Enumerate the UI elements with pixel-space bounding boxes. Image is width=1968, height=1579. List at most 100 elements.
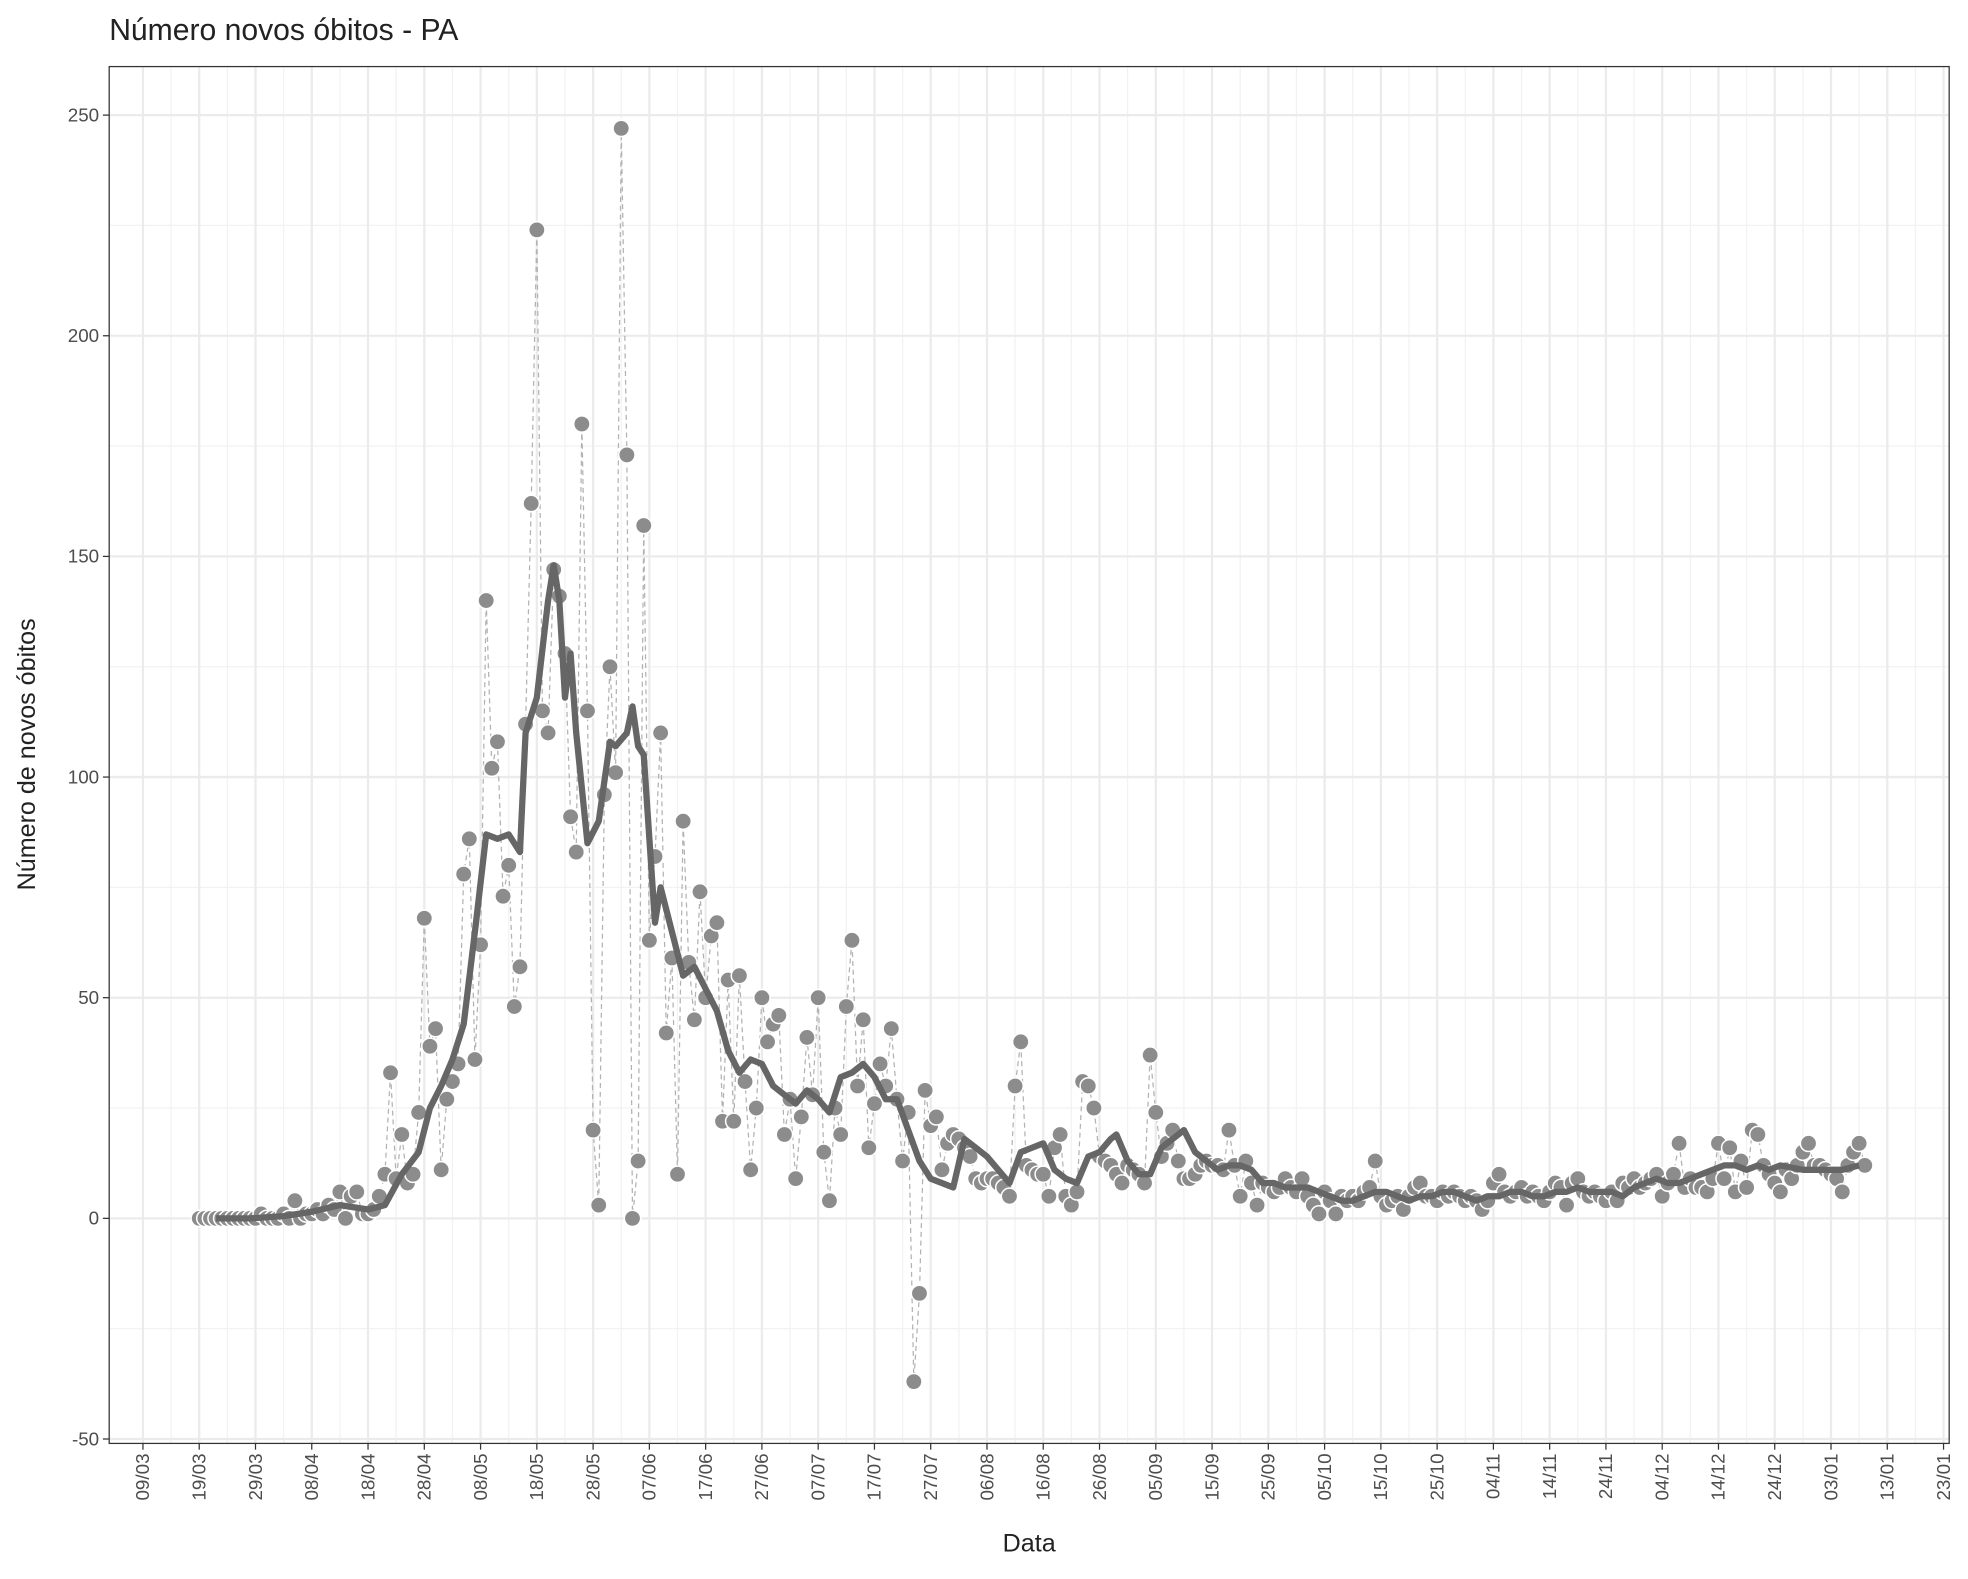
point: [910, 1284, 929, 1303]
point: [1113, 1174, 1131, 1192]
point: [651, 724, 670, 742]
point: [1326, 1205, 1345, 1223]
y-tick-label: -50: [72, 1428, 99, 1449]
point: [865, 1094, 884, 1113]
x-tick-label: 28/05: [582, 1453, 603, 1500]
point: [617, 446, 636, 464]
x-tick-label: 17/06: [695, 1453, 716, 1500]
y-tick-label: 250: [68, 104, 99, 125]
x-tick-label: 14/11: [1539, 1453, 1560, 1499]
point: [798, 1028, 816, 1047]
point: [1737, 1178, 1756, 1197]
point: [606, 763, 625, 782]
point: [460, 829, 479, 848]
point: [494, 887, 512, 906]
point: [381, 1063, 400, 1082]
point: [499, 856, 518, 875]
point: [1366, 1152, 1385, 1170]
x-tick-label: 07/06: [639, 1453, 660, 1500]
point: [820, 1191, 839, 1210]
chart-title: Número novos óbitos - PA: [109, 14, 459, 47]
x-tick-label: 13/01: [1877, 1453, 1898, 1500]
point: [904, 1372, 923, 1391]
point: [1310, 1205, 1328, 1223]
point: [792, 1107, 811, 1126]
point: [1248, 1196, 1266, 1215]
x-tick-label: 17/07: [864, 1453, 885, 1500]
x-tick-label: 28/04: [414, 1453, 435, 1500]
point: [336, 1209, 355, 1228]
point: [1079, 1077, 1098, 1095]
point: [511, 957, 529, 976]
x-tick-label: 06/08: [976, 1453, 997, 1500]
point: [1231, 1187, 1250, 1206]
point: [629, 1152, 648, 1170]
x-tick-label: 25/09: [1258, 1453, 1279, 1500]
x-tick-label: 04/11: [1483, 1453, 1504, 1499]
point: [466, 1050, 484, 1069]
x-tick-label: 07/07: [807, 1453, 828, 1500]
x-tick-label: 08/05: [470, 1453, 491, 1500]
x-tick-label: 23/01: [1933, 1453, 1954, 1500]
axes: -50 0 50 100 150 200 250 09/03 19/03 29/03 08/04 18…: [68, 104, 1954, 1500]
point: [837, 997, 856, 1016]
point: [1850, 1134, 1869, 1153]
point: [432, 1160, 451, 1179]
point: [882, 1019, 901, 1038]
marks: [190, 119, 1874, 1391]
point: [854, 1010, 873, 1029]
x-tick-label: 05/10: [1314, 1453, 1335, 1500]
x-tick-label: 05/09: [1145, 1453, 1166, 1500]
point: [691, 882, 709, 901]
point: [482, 759, 501, 778]
x-tick-label: 14/12: [1708, 1453, 1729, 1500]
x-tick-label: 04/12: [1651, 1453, 1672, 1500]
grid: [109, 66, 1950, 1444]
point: [567, 843, 586, 861]
point: [809, 988, 828, 1007]
point: [1720, 1138, 1739, 1157]
point: [1220, 1121, 1238, 1140]
point: [668, 1165, 687, 1184]
x-tick-label: 16/08: [1033, 1453, 1054, 1500]
point: [758, 1032, 777, 1051]
point: [601, 657, 619, 676]
x-tick-label: 27/07: [920, 1453, 941, 1500]
point: [747, 1099, 766, 1117]
y-tick-label: 100: [68, 766, 99, 787]
point: [477, 591, 496, 610]
point: [814, 1143, 833, 1162]
y-tick-label: 0: [89, 1208, 99, 1229]
point: [893, 1152, 912, 1170]
point: [539, 724, 557, 742]
x-tick-label: 18/05: [526, 1453, 547, 1500]
point: [1039, 1187, 1058, 1206]
point: [522, 494, 541, 513]
y-tick-label: 200: [68, 325, 99, 346]
point: [426, 1019, 445, 1038]
point: [623, 1209, 642, 1228]
x-tick-label: 08/04: [301, 1453, 322, 1500]
point: [707, 913, 726, 932]
x-tick-label: 26/08: [1089, 1453, 1110, 1500]
point: [1799, 1134, 1818, 1153]
point: [454, 865, 473, 884]
point: [1034, 1165, 1053, 1184]
point: [1557, 1196, 1576, 1215]
x-tick-label: 27/06: [751, 1453, 772, 1500]
point: [724, 1112, 743, 1131]
point: [752, 988, 771, 1007]
point: [927, 1107, 946, 1126]
moving-average-line: [216, 562, 1860, 1222]
x-tick-label: 03/01: [1820, 1453, 1841, 1500]
point: [1715, 1169, 1734, 1188]
point: [488, 732, 507, 751]
point: [392, 1125, 411, 1144]
point: [584, 1121, 603, 1140]
point: [1000, 1187, 1019, 1206]
point: [1146, 1103, 1165, 1122]
point: [685, 1010, 704, 1029]
x-tick-label: 15/10: [1370, 1453, 1391, 1500]
